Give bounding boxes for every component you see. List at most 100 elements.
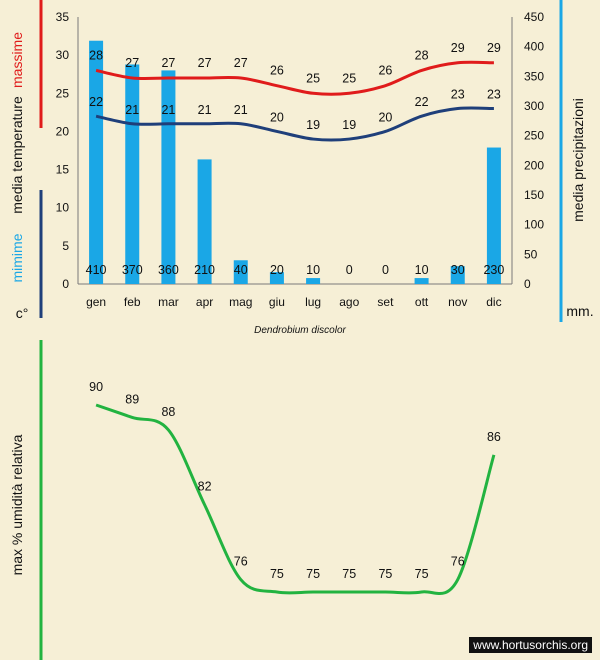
humidity-value-label: 75 (270, 567, 284, 581)
precip-value-label: 10 (306, 263, 320, 277)
max-temp-value-label: 29 (451, 41, 465, 55)
max-temp-value-label: 26 (378, 64, 392, 78)
precip-tick-label: 0 (524, 277, 531, 291)
min-temp-value-label: 23 (451, 88, 465, 102)
precip-tick-label: 400 (524, 40, 544, 54)
humidity-value-label: 76 (451, 555, 465, 569)
max-temp-value-label: 25 (306, 71, 320, 85)
month-label-feb: feb (124, 295, 141, 309)
precip-tick-label: 150 (524, 188, 544, 202)
precip-tick-label: 300 (524, 99, 544, 113)
max-temp-value-label: 27 (234, 56, 248, 70)
month-label-lug: lug (305, 295, 321, 309)
temp-tick-label: 25 (56, 86, 70, 100)
humidity-value-label: 75 (306, 567, 320, 581)
month-label-mag: mag (229, 295, 252, 309)
precip-bar-lug (306, 278, 321, 284)
precip-tick-label: 50 (524, 247, 538, 261)
precip-tick-label: 350 (524, 69, 544, 83)
min-temp-value-label: 19 (342, 118, 356, 132)
max-temp-value-label: 26 (270, 64, 284, 78)
precip-value-label: 210 (194, 263, 215, 277)
min-temp-line (95, 106, 494, 142)
precip-tick-label: 200 (524, 158, 544, 172)
max-temp-line (95, 60, 494, 96)
min-temp-value-label: 22 (89, 95, 103, 109)
precip-bar-dic (486, 147, 501, 284)
precip-bar-mag (233, 260, 248, 284)
temp-tick-label: 35 (56, 10, 70, 24)
max-temp-value-label: 25 (342, 71, 356, 85)
min-temp-value-label: 21 (125, 103, 139, 117)
temp-tick-label: 15 (56, 163, 70, 177)
month-label-apr: apr (196, 295, 213, 309)
precip-tick-label: 450 (524, 10, 544, 24)
species-name: Dendrobium discolor (254, 325, 346, 336)
precip-tick-label: 250 (524, 129, 544, 143)
month-label-nov: nov (448, 295, 467, 309)
precip-axis-label: media precipitazioni (570, 98, 586, 222)
humidity-value-label: 75 (342, 567, 356, 581)
min-temp-value-label: 20 (378, 110, 392, 124)
precip-value-label: 0 (346, 263, 353, 277)
watermark: www.hortusorchis.org (469, 637, 592, 653)
temp-tick-label: 0 (62, 277, 69, 291)
precip-bar-ott (414, 278, 429, 284)
month-label-set: set (377, 295, 394, 309)
precip-bar-apr (197, 159, 212, 284)
temp-tick-label: 30 (56, 48, 70, 62)
temp-unit-label: c° (16, 305, 29, 321)
precip-tick-label: 100 (524, 218, 544, 232)
precip-value-label: 370 (122, 263, 143, 277)
month-label-ott: ott (415, 295, 429, 309)
humidity-value-label: 86 (487, 430, 501, 444)
min-temp-value-label: 21 (198, 103, 212, 117)
humidity-value-label: 89 (125, 392, 139, 406)
min-temp-value-label: 20 (270, 110, 284, 124)
humidity-value-label: 88 (161, 405, 175, 419)
month-label-giu: giu (269, 295, 285, 309)
precip-value-label: 10 (415, 263, 429, 277)
humidity-value-label: 76 (234, 555, 248, 569)
max-temp-label: massime (9, 32, 25, 88)
max-temp-value-label: 29 (487, 41, 501, 55)
min-temp-value-label: 21 (161, 103, 175, 117)
max-temp-value-label: 27 (161, 56, 175, 70)
precip-value-label: 230 (483, 263, 504, 277)
month-label-dic: dic (486, 295, 501, 309)
temp-tick-label: 10 (56, 201, 70, 215)
max-temp-value-label: 28 (415, 48, 429, 62)
temp-tick-label: 5 (62, 239, 69, 253)
humidity-value-label: 75 (415, 567, 429, 581)
month-label-ago: ago (339, 295, 359, 309)
precip-value-label: 0 (382, 263, 389, 277)
precip-bar-giu (269, 272, 284, 284)
month-label-mar: mar (158, 295, 179, 309)
humidity-axis-label: max % umidità relativa (9, 434, 25, 575)
min-temp-value-label: 21 (234, 103, 248, 117)
humidity-line (95, 403, 496, 596)
precip-bar-nov (450, 266, 465, 284)
min-temp-value-label: 22 (415, 95, 429, 109)
min-temp-label: mimime (9, 233, 25, 282)
humidity-value-label: 90 (89, 380, 103, 394)
precip-value-label: 20 (270, 263, 284, 277)
max-temp-value-label: 27 (198, 56, 212, 70)
precip-unit-label: mm. (566, 303, 593, 319)
temp-tick-label: 20 (56, 124, 70, 138)
humidity-value-label: 75 (378, 567, 392, 581)
max-temp-value-label: 28 (89, 48, 103, 62)
precip-value-label: 410 (86, 263, 107, 277)
precip-bar-gen (89, 40, 104, 284)
precip-value-label: 360 (158, 263, 179, 277)
precip-bar-feb (125, 64, 140, 284)
min-temp-value-label: 19 (306, 118, 320, 132)
precip-value-label: 40 (234, 263, 248, 277)
min-temp-value-label: 23 (487, 88, 501, 102)
temperature-axis-label: media temperature (9, 96, 25, 214)
precip-value-label: 30 (451, 263, 465, 277)
humidity-value-label: 82 (198, 480, 212, 494)
month-label-gen: gen (86, 295, 106, 309)
max-temp-value-label: 27 (125, 56, 139, 70)
